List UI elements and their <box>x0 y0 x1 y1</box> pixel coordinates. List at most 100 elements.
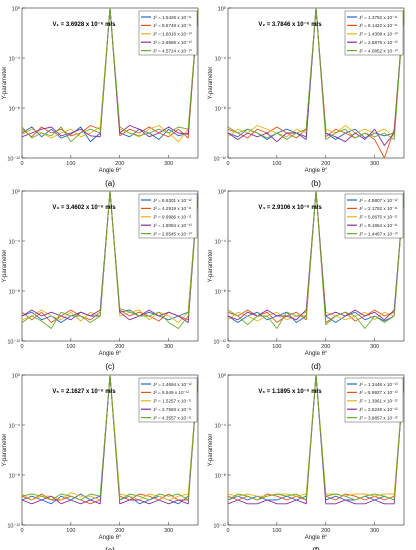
legend-entry-1: J² = 1.3782 x 10⁻¹¹ <box>359 15 398 20</box>
y-tick-label: 10⁰ <box>12 6 21 13</box>
legend <box>138 10 198 56</box>
series-line-5 <box>227 190 405 329</box>
y-tick-label: 10⁰ <box>12 373 21 380</box>
x-axis-label: Angle θ° <box>305 535 328 541</box>
y-tick-label: 10⁻¹² <box>213 157 226 163</box>
x-tick-label: 300 <box>370 161 379 167</box>
legend-entry-2: J² = 8.6748 x 10⁻¹¹ <box>153 23 192 28</box>
y-tick-label: 10⁻¹² <box>7 524 20 530</box>
y-tick-label: 10⁰ <box>218 373 227 380</box>
chart-panel-f: 10⁰ 10⁻⁴ 10⁻⁸ 10⁻¹²0 100 200 300 Angle θ° Y-para… <box>208 373 405 550</box>
velocity-annotation: V₆ = 1.1895 x 10⁻⁶ m/s <box>258 389 322 395</box>
x-tick-label: 0 <box>226 161 229 167</box>
y-tick-label: 10⁰ <box>12 189 21 196</box>
y-tick-label: 10⁰ <box>218 189 227 196</box>
velocity-annotation: V₁ = 3.6928 x 10⁻⁶ m/s <box>53 22 117 28</box>
legend-entry-5: J² = 4.0852 x 10⁻¹⁰ <box>359 48 398 53</box>
x-tick-label: 300 <box>164 161 173 167</box>
x-tick-label: 300 <box>164 344 173 350</box>
legend-entry-1: J² = 1.4694 x 10⁻¹² <box>153 382 192 387</box>
y-tick-label: 10⁻⁸ <box>9 106 20 113</box>
y-tick-label: 10⁻⁴ <box>9 423 21 430</box>
legend-entry-3: J² = 1.6016 x 10⁻¹⁰ <box>153 32 192 37</box>
x-tick-label: 100 <box>66 528 75 534</box>
x-axis-label: Angle θ° <box>99 168 122 174</box>
panel-label: (d) <box>311 362 321 371</box>
y-axis-label: Y-parameter <box>2 434 8 467</box>
y-axis-label: Y-parameter <box>208 434 214 467</box>
legend-entry-4: J² = 1.8084 x 10⁻¹⁰ <box>153 223 192 228</box>
legend-entry-5: J² = 3.9857 x 10⁻¹² <box>359 415 398 420</box>
panel-label: (a) <box>105 179 115 188</box>
panel-label: (f) <box>312 546 320 550</box>
x-tick-label: 0 <box>20 161 23 167</box>
legend-entry-2: J² = 5.9927 x 10⁻¹³ <box>359 390 398 395</box>
x-tick-label: 100 <box>66 161 75 167</box>
x-tick-label: 200 <box>115 344 124 350</box>
x-axis-label: Angle θ° <box>99 535 122 541</box>
legend-entry-4: J² = 2.8966 x 10⁻¹⁰ <box>153 40 192 45</box>
y-axis-label: Y-parameter <box>208 250 214 283</box>
y-tick-label: 10⁻⁴ <box>215 56 227 63</box>
legend-entry-3: J² = 1.3961 x 10⁻¹² <box>359 399 398 404</box>
chart-panel-c: 10⁰ 10⁻⁴ 10⁻⁸ 10⁻¹²0 100 200 300 Angle θ° Y-para… <box>2 189 199 371</box>
chart-panel-a: 10⁰ 10⁻⁴ 10⁻⁸ 10⁻¹²0 100 200 300 Angle θ° Y-para… <box>2 6 199 188</box>
legend-entry-1: J² = 8.6301 x 10⁻¹² <box>153 198 192 203</box>
velocity-annotation: V₅ = 2.1627 x 10⁻⁶ m/s <box>52 389 116 395</box>
x-tick-label: 0 <box>20 344 23 350</box>
series-line-5 <box>21 190 199 329</box>
x-tick-label: 200 <box>115 161 124 167</box>
velocity-annotation: V₂ = 3.7846 x 10⁻⁶ m/s <box>258 22 322 28</box>
y-axis-label: Y-parameter <box>208 67 214 100</box>
y-tick-label: 10⁻⁴ <box>215 423 227 430</box>
legend-entry-3: J² = 9.9986 x 10⁻¹¹ <box>153 215 192 220</box>
x-tick-label: 100 <box>272 528 281 534</box>
x-tick-label: 0 <box>20 528 23 534</box>
legend-entry-4: J² = 2.5879 x 10⁻¹⁰ <box>359 40 398 45</box>
legend-entry-1: J² = 1.5426 x 10⁻¹¹ <box>153 15 192 20</box>
velocity-annotation: V₄ = 2.9106 x 10⁻⁶ m/s <box>258 205 322 211</box>
legend-entry-2: J² = 6.549 x 10⁻¹² <box>153 390 189 395</box>
legend <box>344 10 404 56</box>
x-tick-label: 100 <box>272 344 281 350</box>
series-line-5 <box>227 7 405 140</box>
legend-entry-4: J² = 9.1654 x 10⁻¹¹ <box>359 223 398 228</box>
legend-entry-1: J² = 1.3448 x 10⁻¹³ <box>359 382 398 387</box>
chart-panel-e: 10⁰ 10⁻⁴ 10⁻⁸ 10⁻¹²0 100 200 300 Angle θ° Y-para… <box>2 373 199 550</box>
y-tick-label: 10⁰ <box>218 6 227 13</box>
chart-panel-b: 10⁰ 10⁻⁴ 10⁻⁸ 10⁻¹²0 100 200 300 Angle θ° Y-para… <box>208 6 405 188</box>
legend-entry-3: J² = 1.4308 x 10⁻¹⁰ <box>359 32 398 37</box>
series-line-5 <box>21 7 199 143</box>
x-tick-label: 300 <box>370 528 379 534</box>
legend-entry-4: J² = 2.7593 x 10⁻¹¹ <box>153 407 192 412</box>
legend <box>138 377 198 423</box>
x-axis-label: Angle θ° <box>305 168 328 174</box>
chart-panel-d: 10⁰ 10⁻⁴ 10⁻⁸ 10⁻¹²0 100 200 300 Angle θ° Y-para… <box>208 189 405 371</box>
y-tick-label: 10⁻⁴ <box>9 239 21 246</box>
x-tick-label: 0 <box>226 528 229 534</box>
y-tick-label: 10⁻⁴ <box>9 56 21 63</box>
x-tick-label: 100 <box>66 344 75 350</box>
y-tick-label: 10⁻⁸ <box>9 289 20 296</box>
legend-entry-1: J² = 4.8807 x 10⁻¹² <box>359 198 398 203</box>
y-tick-label: 10⁻⁸ <box>215 289 226 296</box>
x-axis-label: Angle θ° <box>305 351 328 357</box>
legend-entry-3: J² = 1.5257 x 10⁻¹¹ <box>153 399 192 404</box>
panel-label: (b) <box>311 179 321 188</box>
legend <box>344 377 404 423</box>
x-tick-label: 300 <box>370 344 379 350</box>
legend <box>138 193 198 239</box>
x-tick-label: 200 <box>321 344 330 350</box>
legend-entry-5: J² = 4.3557 x 10⁻¹¹ <box>153 415 192 420</box>
legend-entry-2: J² = 4.2919 x 10⁻¹¹ <box>153 206 192 211</box>
y-axis-label: Y-parameter <box>2 250 8 283</box>
legend-entry-2: J² = 2.1752 x 10⁻¹¹ <box>359 206 398 211</box>
legend-entry-3: J² = 5.0675 x 10⁻¹¹ <box>359 215 398 220</box>
y-axis-label: Y-parameter <box>2 67 8 100</box>
x-tick-label: 200 <box>321 528 330 534</box>
x-tick-label: 200 <box>115 528 124 534</box>
y-tick-label: 10⁻⁸ <box>9 473 20 480</box>
y-tick-label: 10⁻⁸ <box>215 473 226 480</box>
y-tick-label: 10⁻¹² <box>213 524 226 530</box>
legend-entry-5: J² = 4.5724 x 10⁻¹⁰ <box>153 48 192 53</box>
